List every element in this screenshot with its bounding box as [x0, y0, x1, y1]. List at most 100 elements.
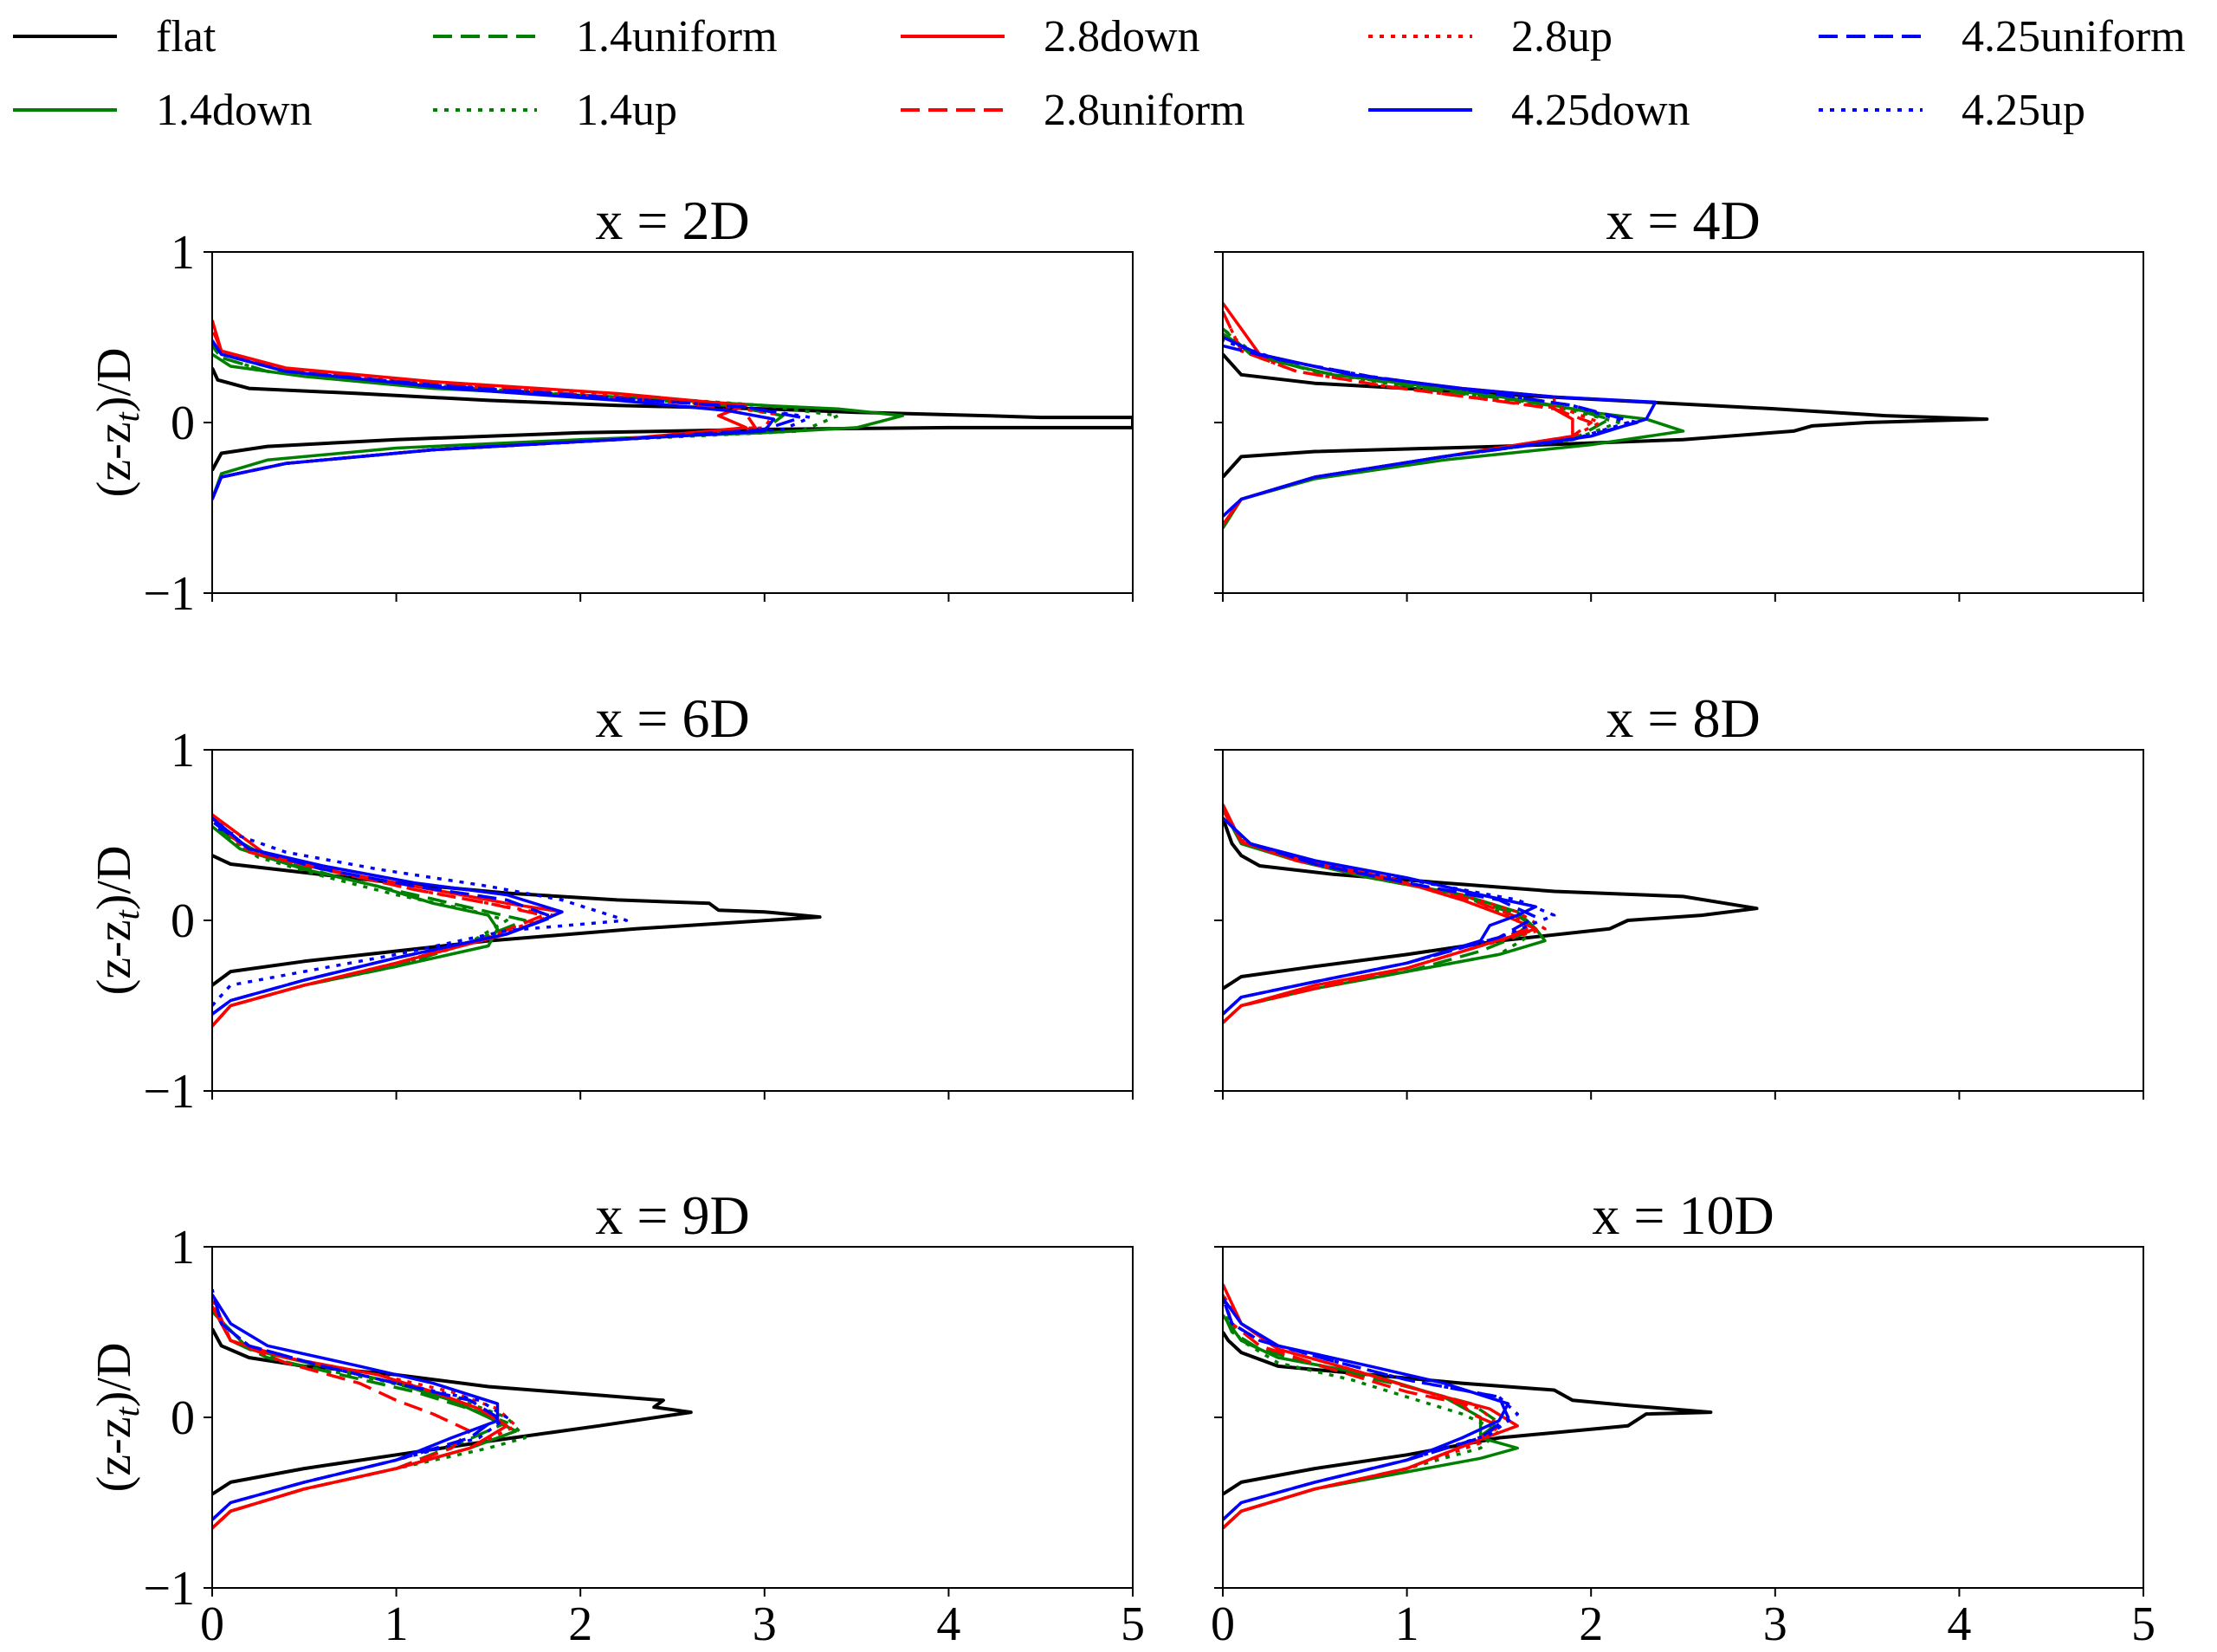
panel-title: x = 8D: [1606, 687, 1760, 749]
panel-title: x = 9D: [595, 1184, 749, 1246]
legend-entry-14up: 1.4up: [433, 86, 677, 135]
x-tick-label: 5: [2131, 1597, 2156, 1651]
series-line-28down: [1223, 302, 1574, 526]
series-line-425uniform: [212, 820, 555, 1016]
series-group: [1223, 1283, 1713, 1530]
x-tick-label: 1: [385, 1597, 409, 1651]
y-tick-label: −1: [143, 567, 195, 621]
series-line-425up: [1223, 339, 1630, 518]
legend-entry-28uniform: 2.8uniform: [901, 86, 1245, 135]
y-label-main: (z-z: [87, 920, 141, 995]
series-group: [212, 1288, 693, 1530]
panel-6: x = 10D 0 1 2 3 4 5: [1211, 1184, 2156, 1651]
series-line-28uniform: [1223, 311, 1593, 526]
series-line-425down: [212, 1294, 500, 1521]
y-axis-label: (z-zt)/D: [87, 1343, 146, 1493]
series-line-425uniform: [212, 339, 804, 500]
x-tick-label: 5: [1121, 1597, 1145, 1651]
y-label-subscript: t: [107, 411, 146, 422]
x-tick-label: 4: [1947, 1597, 1971, 1651]
y-axis-label: (z-zt)/D: [87, 348, 146, 498]
y-tick-label: 0: [171, 397, 195, 450]
series-line-28uniform: [212, 327, 757, 500]
y-label-subscript: t: [107, 909, 146, 920]
legend-label-425down: 4.25down: [1511, 86, 1690, 135]
series-line-28uniform: [212, 1297, 472, 1530]
series-line-425uniform: [1223, 816, 1538, 1016]
x-tick-label: 0: [200, 1597, 224, 1651]
x-tick-label: 3: [1763, 1597, 1787, 1651]
y-tick-label: −1: [143, 1065, 195, 1119]
legend-entry-28up: 2.8up: [1368, 12, 1613, 61]
panel-2: x = 4D: [1214, 190, 2144, 602]
y-tick-label: 1: [171, 724, 195, 778]
y-label-main: (z-z: [87, 422, 141, 497]
series-line-28up: [212, 813, 555, 1028]
series-line-28uniform: [1223, 1294, 1501, 1530]
legend-label-flat: flat: [156, 12, 217, 61]
y-tick-label: 1: [171, 1221, 195, 1274]
y-label-subscript: t: [107, 1406, 146, 1416]
axes-frame: [1222, 251, 2144, 594]
panel-1: x = 2D −1 0 1 (z-zt)/D: [87, 190, 1134, 621]
legend-label-425uniform: 4.25uniform: [1962, 12, 2186, 61]
legend-entry-28down: 2.8down: [901, 12, 1200, 61]
y-tick-label: −1: [143, 1562, 195, 1616]
series-line-425down: [1223, 816, 1538, 1016]
axes-frame: [211, 1246, 1134, 1589]
series-group: [1223, 302, 1989, 530]
legend-entry-425up: 4.25up: [1819, 86, 2085, 135]
panel-title: x = 6D: [595, 687, 749, 749]
panel-3: x = 6D −1 0 1 (z-zt)/D: [87, 687, 1134, 1119]
panel-title: x = 2D: [595, 190, 749, 251]
legend-label-14uniform: 1.4uniform: [576, 12, 778, 61]
series-line-425down: [212, 339, 776, 500]
series-line-28up: [1223, 1294, 1501, 1530]
axes-frame: [211, 251, 1134, 594]
legend-label-28uniform: 2.8uniform: [1044, 86, 1245, 135]
x-tick-label: 1: [1395, 1597, 1419, 1651]
y-label-tail: )/D: [87, 1343, 141, 1408]
y-axis-label: (z-zt)/D: [87, 846, 146, 996]
x-tick-label: 4: [936, 1597, 960, 1651]
legend-entry-14uniform: 1.4uniform: [433, 12, 778, 61]
legend-entry-425uniform: 4.25uniform: [1819, 12, 2186, 61]
series-line-425up: [212, 824, 629, 1007]
series-line-14up: [212, 345, 840, 500]
legend: flat 1.4uniform 2.8down 2.8up 4.25uniform 1.4…: [13, 12, 2186, 135]
series-group: [212, 813, 822, 1028]
y-label-tail: )/D: [87, 348, 141, 413]
series-line-425uniform: [1223, 344, 1639, 518]
series-line-14up: [1223, 809, 1529, 1024]
series-line-28down: [1223, 1283, 1519, 1530]
x-tick-label: 3: [753, 1597, 777, 1651]
series-line-flat: [212, 367, 1133, 472]
series-line-425up: [1223, 1297, 1519, 1521]
series-line-14up: [1223, 1310, 1501, 1530]
series-group: [1223, 803, 1759, 1024]
axes-frame: [1222, 1246, 2144, 1589]
series-line-28down: [212, 813, 564, 1028]
axes-frame: [1222, 749, 2144, 1092]
legend-entry-flat: flat: [13, 12, 217, 61]
legend-label-28down: 2.8down: [1044, 12, 1200, 61]
series-line-28uniform: [1223, 809, 1529, 1024]
series-line-425up: [1223, 816, 1556, 1016]
series-line-flat: [1223, 352, 1989, 479]
y-tick-label: 1: [171, 226, 195, 280]
x-tick-label: 2: [1579, 1597, 1603, 1651]
panel-title: x = 4D: [1606, 190, 1760, 251]
series-line-14up: [212, 825, 508, 1028]
legend-label-425up: 4.25up: [1962, 86, 2085, 135]
series-line-425uniform: [212, 1288, 500, 1521]
series-line-flat: [1223, 817, 1759, 991]
series-line-14up: [1223, 327, 1620, 526]
series-line-flat: [1223, 1331, 1713, 1496]
y-tick-label: 0: [171, 894, 195, 948]
legend-entry-425down: 4.25down: [1368, 86, 1690, 135]
x-tick-label: 2: [568, 1597, 592, 1651]
axes-frame: [211, 749, 1134, 1092]
legend-entry-14down: 1.4down: [13, 86, 313, 135]
legend-label-14down: 1.4down: [156, 86, 313, 135]
